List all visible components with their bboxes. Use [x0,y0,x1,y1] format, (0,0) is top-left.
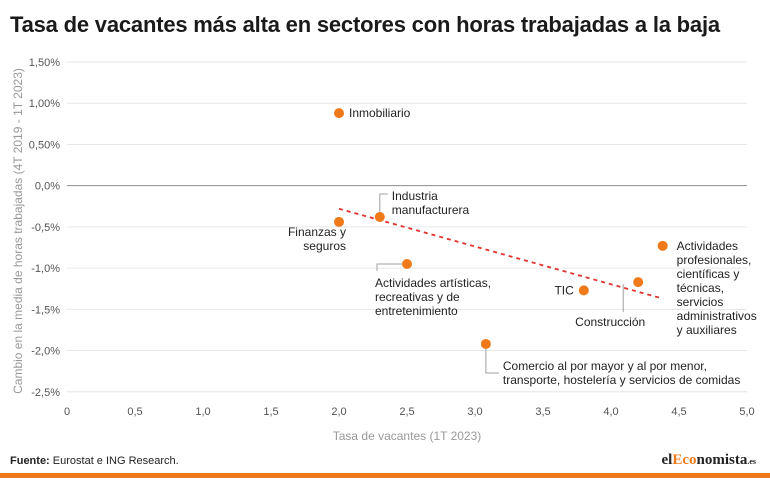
point-label: Industria manufacturera [392,189,470,217]
x-tick-label: 5,0 [739,406,754,418]
y-tick-label: -2,0% [31,346,60,358]
y-tick-label: 0,50% [29,139,60,151]
point-label-line: entretenimiento [375,304,458,318]
point-label: TIC [554,283,574,297]
point-label-line: TIC [554,283,574,297]
point-label-line: servicios [677,295,724,309]
x-tick-label: 0,5 [127,406,142,418]
x-tick-label: 3,5 [535,406,550,418]
point-label: Construcción [575,315,645,329]
point-label: Actividades profesionales, científicas y té… [677,239,757,337]
point-label: Actividades artísticas, recreativas y de e… [375,276,491,318]
x-tick-label: 2,5 [399,406,414,418]
source-text: Eurostat e ING Research. [49,455,179,467]
data-point [657,240,668,251]
data-point [480,338,491,349]
y-tick-label: -1,5% [31,304,60,316]
brand-bar [0,473,770,478]
x-tick-label: 2,0 [331,406,346,418]
chart-title: Tasa de vacantes más alta en sectores co… [10,12,720,37]
point-label-line: Actividades [677,239,738,253]
point-label-line: administrativos [677,309,757,323]
y-tick-label: 1,50% [29,57,60,69]
label-leader-line [379,193,388,212]
label-leader-line [376,263,402,271]
point-label-line: seguros [303,239,346,253]
point-label: Inmobiliario [349,106,411,120]
y-tick-label: -1,0% [31,263,60,275]
point-label-line: Actividades artísticas, [375,276,491,290]
data-point [374,211,385,222]
point-label-line: Inmobiliario [349,106,411,120]
point-label-line: y auxiliares [677,323,737,337]
point-label-line: Construcción [575,315,645,329]
point-label: Finanzas y seguros [288,225,346,253]
y-tick-label: -0,5% [31,222,60,234]
scatter-chart: 1,50% 1,00% 0,50% 0,0% -0,5% -1,0% -1,5% -2,0% -… [11,57,757,443]
data-point [334,216,344,227]
publisher-logo: elEconomista.es [661,452,756,468]
label-leader-line [485,348,499,374]
x-tick-label: 4,5 [671,406,686,418]
data-point [633,277,644,288]
x-tick-label: 1,5 [263,406,278,418]
x-tick-label: 1,0 [195,406,210,418]
point-label: Comercio al por mayor y al por menor, tra… [503,359,740,387]
y-axis-label: Cambio en la media de horas trabajadas (… [11,68,25,394]
point-label-line: recreativas y de [375,290,460,304]
point-label-line: transporte, hostelería y servicios de co… [503,373,740,387]
point-label-line: profesionales, [677,253,752,267]
point-label-line: Industria [392,189,438,203]
source-label: Fuente: [10,455,50,467]
data-point [402,258,412,269]
source-note: Fuente: Eurostat e ING Research. [10,455,179,467]
y-tick-label: 1,00% [29,98,60,110]
point-label-line: Finanzas y [288,225,346,239]
x-tick-label: 4,0 [603,406,618,418]
x-tick-label: 0 [64,406,70,418]
x-tick-label: 3,0 [467,406,482,418]
data-point [578,285,589,296]
y-tick-label: -2,5% [31,387,60,399]
data-point [334,108,344,119]
x-axis-label: Tasa de vacantes (1T 2023) [333,429,482,443]
point-label-line: Comercio al por mayor y al por menor, [503,359,707,373]
point-label-line: técnicas, [677,281,724,295]
point-label-line: manufacturera [392,203,470,217]
point-label-line: científicas y [677,267,740,281]
y-tick-label: 0,0% [35,181,60,193]
